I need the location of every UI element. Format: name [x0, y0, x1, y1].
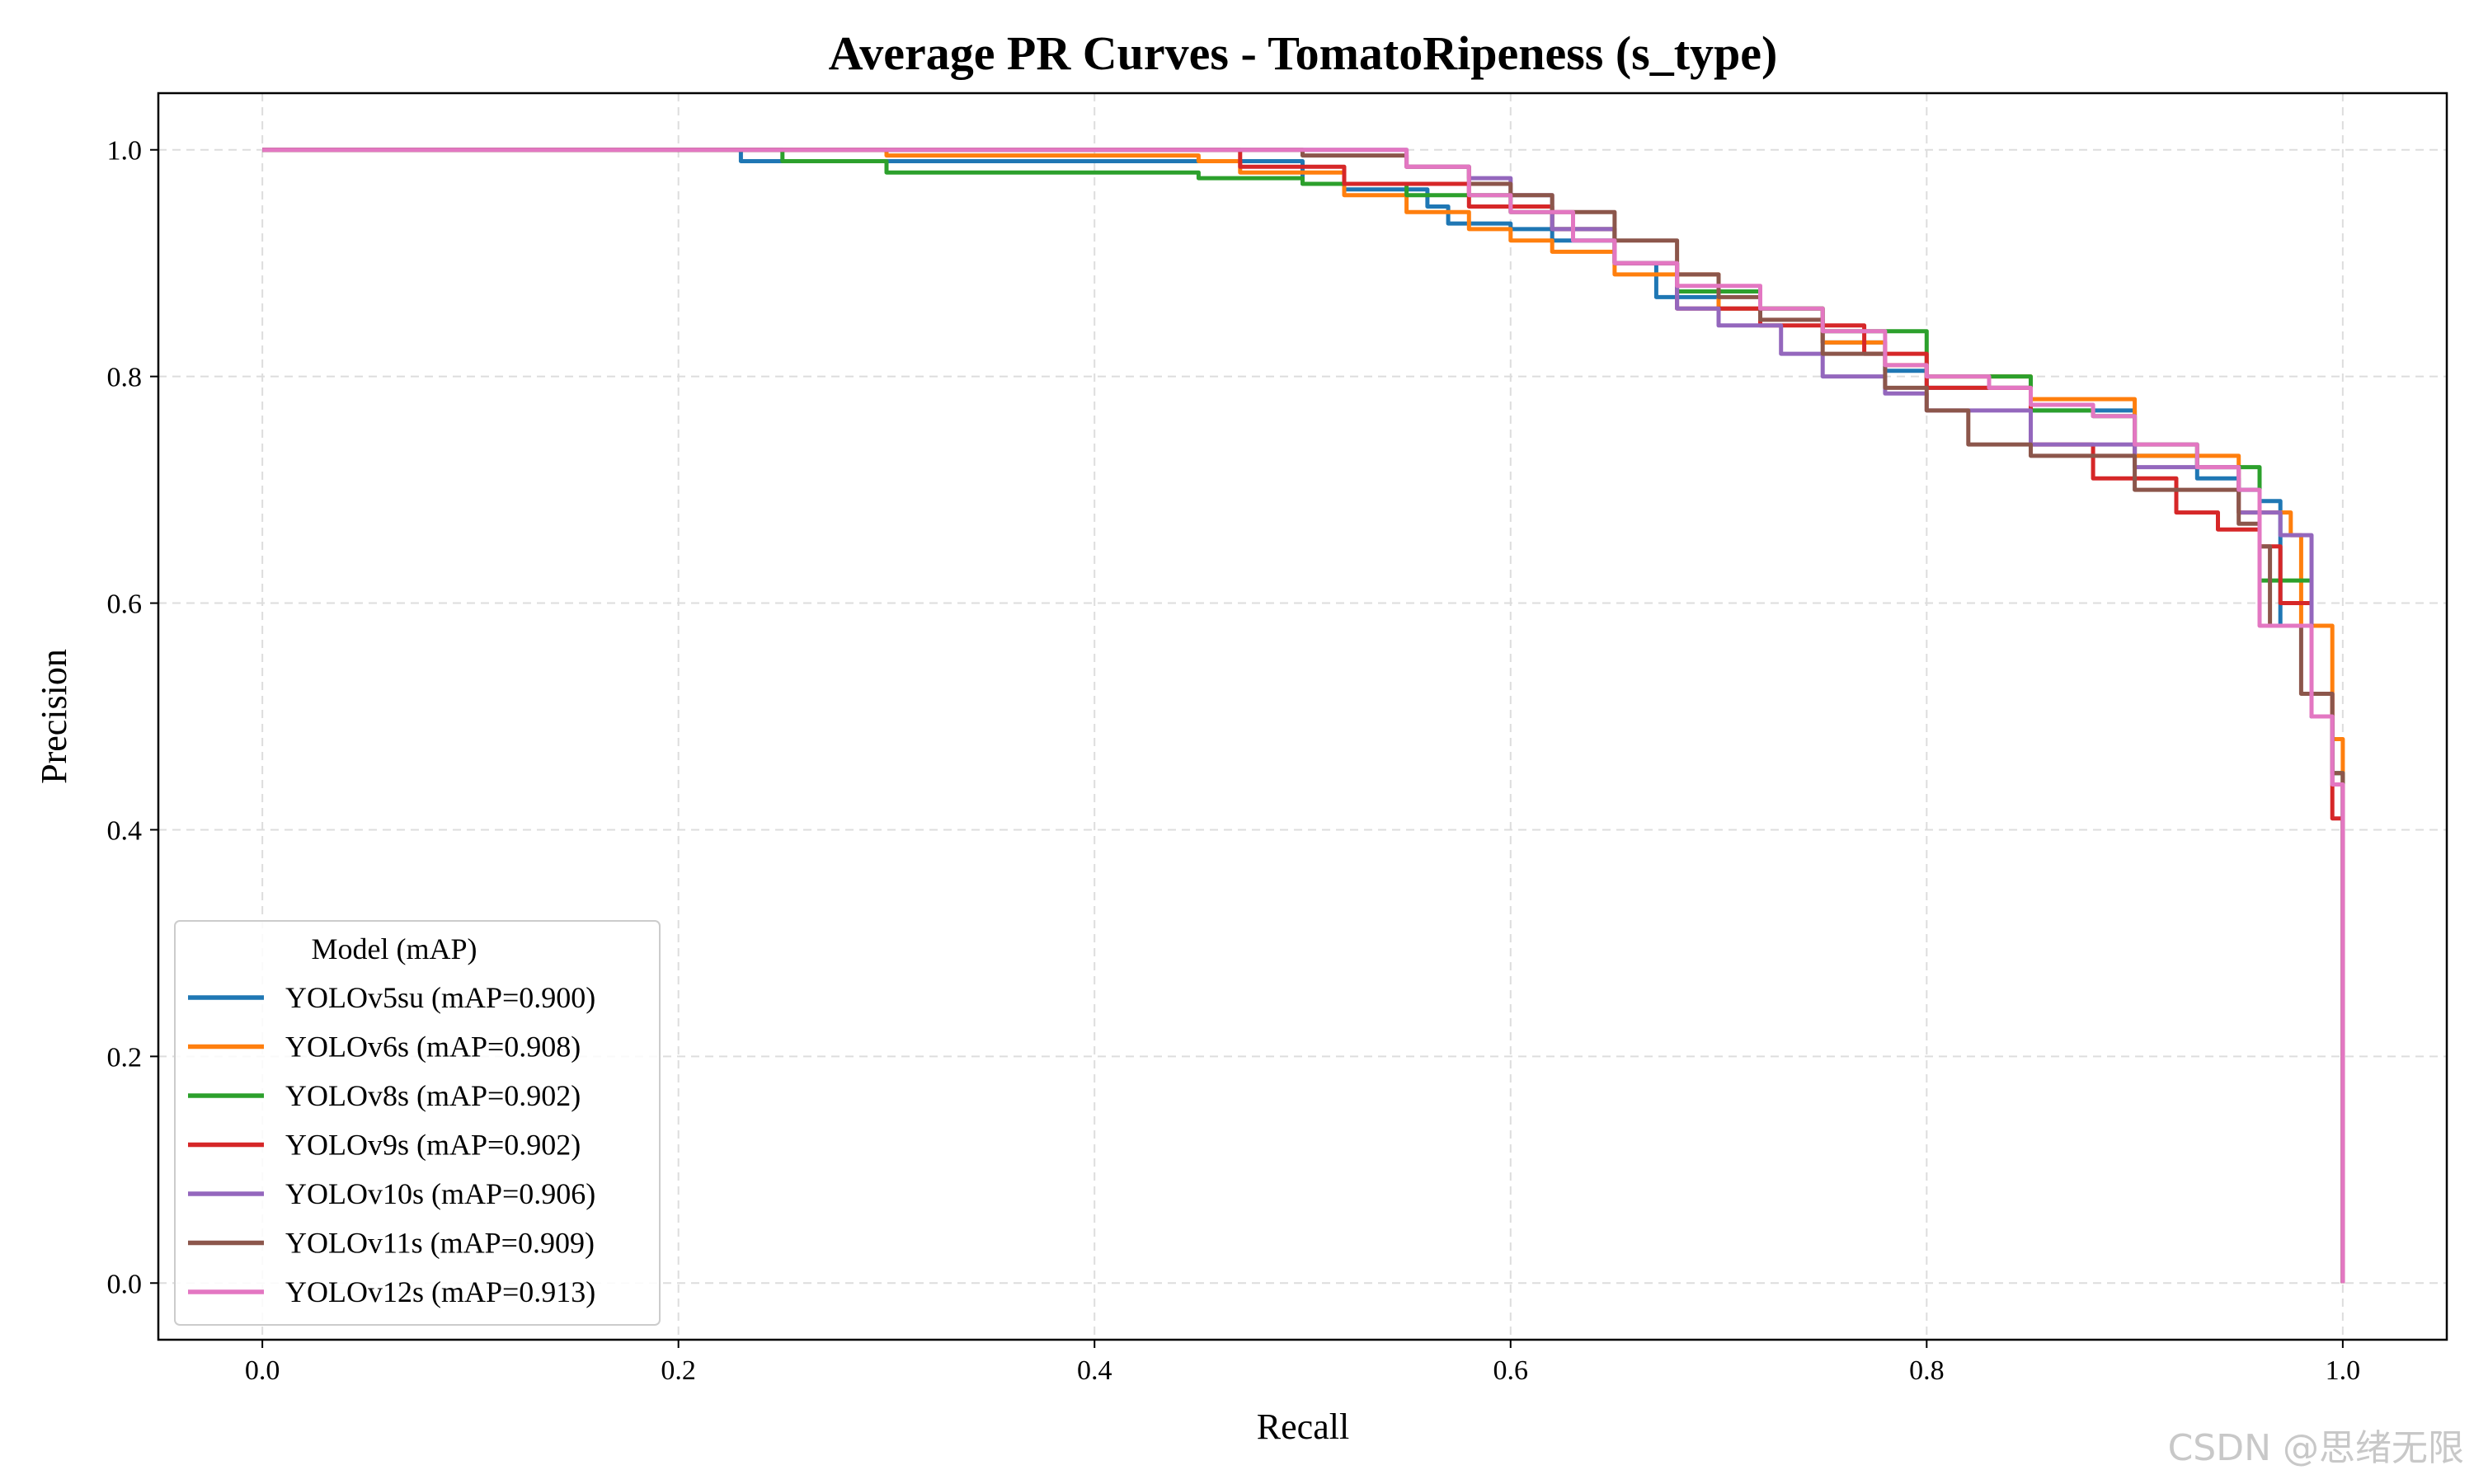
x-tick-label: 0.6: [1493, 1355, 1529, 1386]
legend: Model (mAP) YOLOv5su (mAP=0.900) YOLOv6s …: [174, 920, 661, 1326]
x-tick-label: 0.2: [661, 1355, 696, 1386]
tick-layer: 0.0 0.2 0.4 0.6 0.8 1.0 0.0 0.2 0.4 0.6 0.8 1.0: [107, 136, 2361, 1386]
grid-layer: [158, 93, 2447, 1340]
legend-label-2: YOLOv8s (mAP=0.902): [285, 1079, 581, 1112]
legend-label-1: YOLOv6s (mAP=0.908): [285, 1031, 581, 1064]
y-tick-label: 0.2: [107, 1042, 143, 1073]
series-line-6: [262, 148, 2345, 1284]
legend-label-3: YOLOv9s (mAP=0.902): [285, 1129, 581, 1162]
y-tick-label: 0.6: [107, 589, 143, 620]
series-line-4: [262, 148, 2345, 1284]
legend-label-4: YOLOv10s (mAP=0.906): [285, 1177, 595, 1210]
legend-label-5: YOLOv11s (mAP=0.909): [285, 1227, 595, 1260]
y-tick-label: 1.0: [107, 136, 143, 167]
legend-box: [174, 920, 661, 1326]
chart-title: Average PR Curves - TomatoRipeness (s_ty…: [829, 26, 1778, 80]
legend-title: Model (mAP): [312, 932, 477, 965]
x-tick-label: 0.4: [1077, 1355, 1112, 1386]
legend-label-6: YOLOv12s (mAP=0.913): [285, 1275, 595, 1308]
x-tick-label: 1.0: [2326, 1355, 2361, 1386]
legend-label-0: YOLOv5su (mAP=0.900): [285, 981, 595, 1014]
y-tick-label: 0.8: [107, 363, 143, 393]
y-axis-label: Precision: [34, 649, 74, 784]
x-tick-label: 0.8: [1909, 1355, 1945, 1386]
plot-frame: [157, 92, 2448, 1341]
x-axis-label: Recall: [1257, 1407, 1349, 1447]
series-layer: [262, 148, 2345, 1284]
y-tick-label: 0.4: [107, 815, 143, 846]
x-tick-label: 0.0: [245, 1355, 280, 1386]
y-tick-label: 0.0: [107, 1269, 143, 1299]
watermark-text: CSDN @思绪无限: [2168, 1427, 2464, 1469]
series-line-5: [262, 148, 2345, 1284]
